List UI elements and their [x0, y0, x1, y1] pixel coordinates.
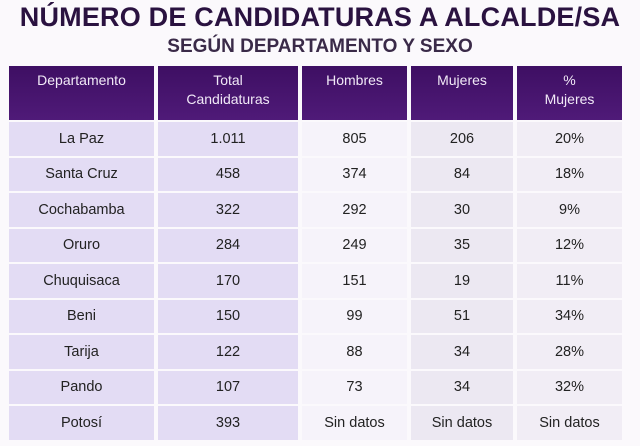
cell-departamento: Beni [9, 299, 154, 333]
cell-pct-mujeres: 20% [517, 122, 622, 156]
cell-departamento: Tarija [9, 335, 154, 369]
cell-mujeres: 35 [411, 228, 513, 262]
cell-hombres: 292 [302, 193, 407, 227]
cell-departamento: Chuquisaca [9, 264, 154, 298]
cell-mujeres: 19 [411, 264, 513, 298]
cell-pct-mujeres: 28% [517, 335, 622, 369]
cell-total: 150 [158, 299, 298, 333]
header-text: Candidaturas [186, 91, 270, 107]
cell-mujeres: 51 [411, 299, 513, 333]
cell-pct-mujeres: 11% [517, 264, 622, 298]
candidaturas-table: Departamento Total Candidaturas Hombres Muje… [9, 66, 622, 440]
cell-departamento: Cochabamba [9, 193, 154, 227]
header-text: Mujeres [437, 72, 487, 88]
header-departamento: Departamento [9, 66, 154, 120]
page-subtitle: SEGÚN DEPARTAMENTO Y SEXO [167, 36, 473, 57]
cell-pct-mujeres: 32% [517, 370, 622, 404]
cell-mujeres: Sin datos [411, 406, 513, 440]
cell-total: 284 [158, 228, 298, 262]
cell-mujeres: 206 [411, 122, 513, 156]
cell-total: 1.011 [158, 122, 298, 156]
cell-total: 458 [158, 157, 298, 191]
header-mujeres: Mujeres [411, 66, 513, 120]
header-text: Mujeres [544, 91, 595, 107]
cell-hombres: Sin datos [302, 406, 407, 440]
cell-pct-mujeres: 34% [517, 299, 622, 333]
header-text: Total [213, 72, 243, 88]
cell-hombres: 99 [302, 299, 407, 333]
header-total: Total Candidaturas [158, 66, 298, 120]
cell-pct-mujeres: Sin datos [517, 406, 622, 440]
cell-total: 170 [158, 264, 298, 298]
cell-mujeres: 30 [411, 193, 513, 227]
cell-hombres: 73 [302, 370, 407, 404]
cell-hombres: 805 [302, 122, 407, 156]
cell-departamento: La Paz [9, 122, 154, 156]
header-text: Hombres [326, 72, 383, 88]
cell-total: 107 [158, 370, 298, 404]
header-text: Departamento [37, 72, 126, 88]
cell-departamento: Pando [9, 370, 154, 404]
header-pct-mujeres: % Mujeres [517, 66, 622, 120]
cell-total: 322 [158, 193, 298, 227]
header-hombres: Hombres [302, 66, 407, 120]
cell-total: 122 [158, 335, 298, 369]
cell-pct-mujeres: 9% [517, 193, 622, 227]
cell-departamento: Santa Cruz [9, 157, 154, 191]
cell-pct-mujeres: 12% [517, 228, 622, 262]
cell-departamento: Potosí [9, 406, 154, 440]
cell-pct-mujeres: 18% [517, 157, 622, 191]
cell-mujeres: 34 [411, 370, 513, 404]
cell-departamento: Oruro [9, 228, 154, 262]
cell-hombres: 88 [302, 335, 407, 369]
cell-hombres: 249 [302, 228, 407, 262]
header-text: % [563, 72, 576, 88]
cell-hombres: 151 [302, 264, 407, 298]
cell-total: 393 [158, 406, 298, 440]
cell-mujeres: 84 [411, 157, 513, 191]
cell-mujeres: 34 [411, 335, 513, 369]
page-title: NÚMERO DE CANDIDATURAS A ALCALDE/SA [19, 2, 621, 32]
cell-hombres: 374 [302, 157, 407, 191]
